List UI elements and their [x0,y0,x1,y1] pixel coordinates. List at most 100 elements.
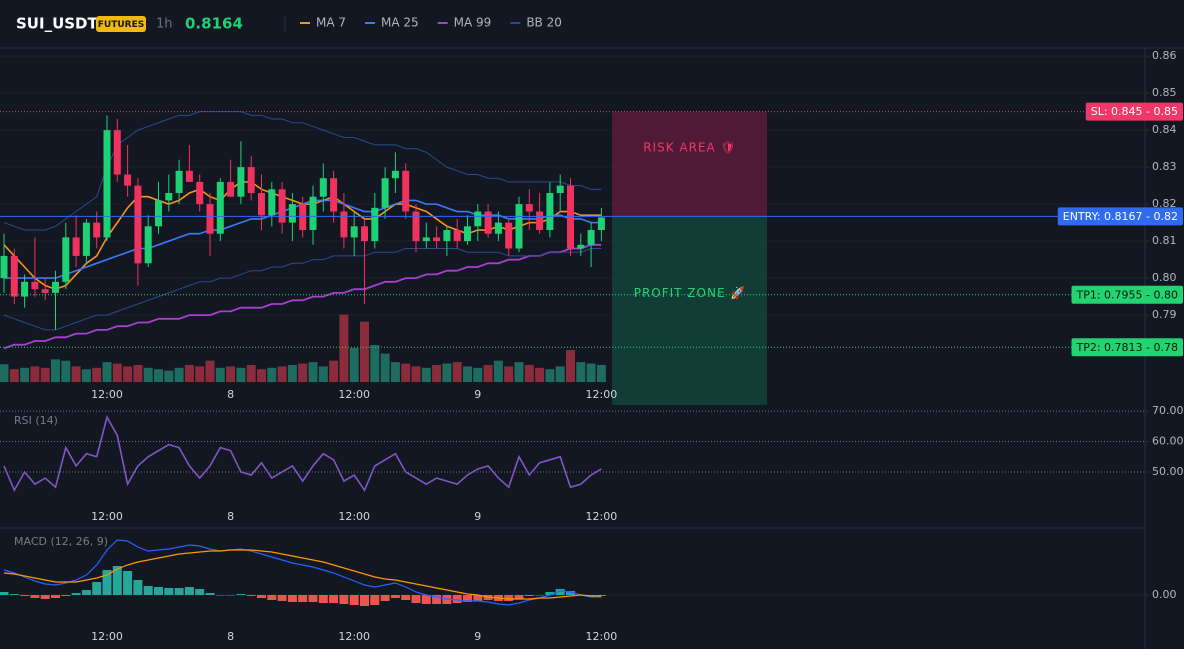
level-label-bg [1057,207,1183,226]
volume-bar [257,369,266,382]
histogram-bar [30,595,40,598]
volume-bar [143,367,153,382]
y-tick-label: 70.00 [1152,404,1184,417]
volume-bar [205,360,215,382]
x-tick-label: 8 [227,510,234,523]
ma-line [3,243,602,350]
x-tick-label: 12:00 [338,630,370,643]
x-tick-label: 12:00 [586,630,618,643]
histogram-bar [308,595,318,602]
candle-body [494,222,502,234]
rsi-label: RSI (14) [14,414,58,427]
histogram-bar [112,566,122,595]
candle-body [227,181,235,197]
volume-bar [298,363,308,382]
histogram-bar [257,595,266,598]
volume-bar [9,369,19,382]
candle-body [72,237,80,256]
volume-bar [545,369,555,382]
level-label: SL: 0.845 - 0.85 [1091,105,1178,118]
candle-body [216,181,224,234]
histogram-bar [401,595,411,600]
volume-bar [308,362,318,382]
candle-body [93,222,101,238]
volume-bar [411,366,421,382]
histogram-bar [504,595,514,601]
volume-bar [349,347,359,382]
candle-body [52,281,59,293]
volume-bar [102,362,112,382]
bb-lower [3,248,602,331]
legend-label: MA 99 [454,16,492,30]
x-tick-label: 12:00 [338,388,370,401]
legend-label: BB 20 [526,16,562,30]
candle-body [258,193,265,216]
volume-bar [20,367,30,382]
volume-bar [390,362,400,382]
candle-body [319,178,327,197]
volume-bar [463,366,472,382]
macd-line [3,539,602,606]
candle-body [567,185,574,249]
y-tick-label: 0.00 [1152,588,1177,601]
histogram-bar [339,595,349,604]
histogram-bar [452,595,462,603]
histogram-bar [318,595,328,603]
volume-bar [514,362,524,382]
histogram-bar [473,595,483,601]
volume-bar [112,363,122,382]
candle-body [556,185,564,194]
candle-body [443,230,451,242]
volume-bar [555,366,565,382]
volume-bar [524,364,534,382]
histogram-bar [195,589,205,595]
volume-bar [133,364,143,382]
zone-label: RISK AREA 🛡 [643,140,737,154]
histogram-bar [390,595,400,598]
histogram-bar [143,586,153,595]
histogram-bar [555,589,565,595]
histogram-bar [61,595,71,596]
histogram-bar [92,582,102,595]
candle-body [422,237,430,242]
candle-body [82,222,90,256]
candle-body [0,255,8,279]
histogram-bar [524,595,534,596]
candle-body [412,211,420,242]
volume-bar [360,321,369,382]
candle-body [330,178,338,212]
volume-bar [92,367,102,382]
volume-bar [493,360,503,382]
histogram-bar [164,588,174,595]
y-tick-label: 0.86 [1152,49,1177,62]
level-label: TP2: 0.7813 - 0.78 [1076,341,1179,354]
volume-bar [473,367,483,382]
histogram-bar [329,595,339,603]
y-tick-label: 50.00 [1152,465,1184,478]
x-tick-label: 8 [227,630,234,643]
volume-bar [380,353,390,382]
candle-body [31,281,39,290]
volume-bar [370,345,380,382]
histogram-bar [246,595,256,596]
legend-label: MA 25 [381,16,419,30]
candle-body [144,226,152,264]
histogram-bar [174,588,184,595]
candle-body [124,174,132,186]
histogram-bar [298,595,308,602]
volume-bar [215,367,225,382]
histogram-bar [267,595,277,600]
candle-body [175,170,183,194]
candle-body [371,207,379,242]
candle-body [350,226,358,238]
histogram-bar [535,595,545,596]
candle-body [433,237,441,242]
y-tick-label: 0.83 [1152,160,1177,173]
volume-bar [535,367,545,382]
volume-bar [51,359,60,382]
histogram-bar [287,595,297,602]
volume-bar [318,366,328,382]
